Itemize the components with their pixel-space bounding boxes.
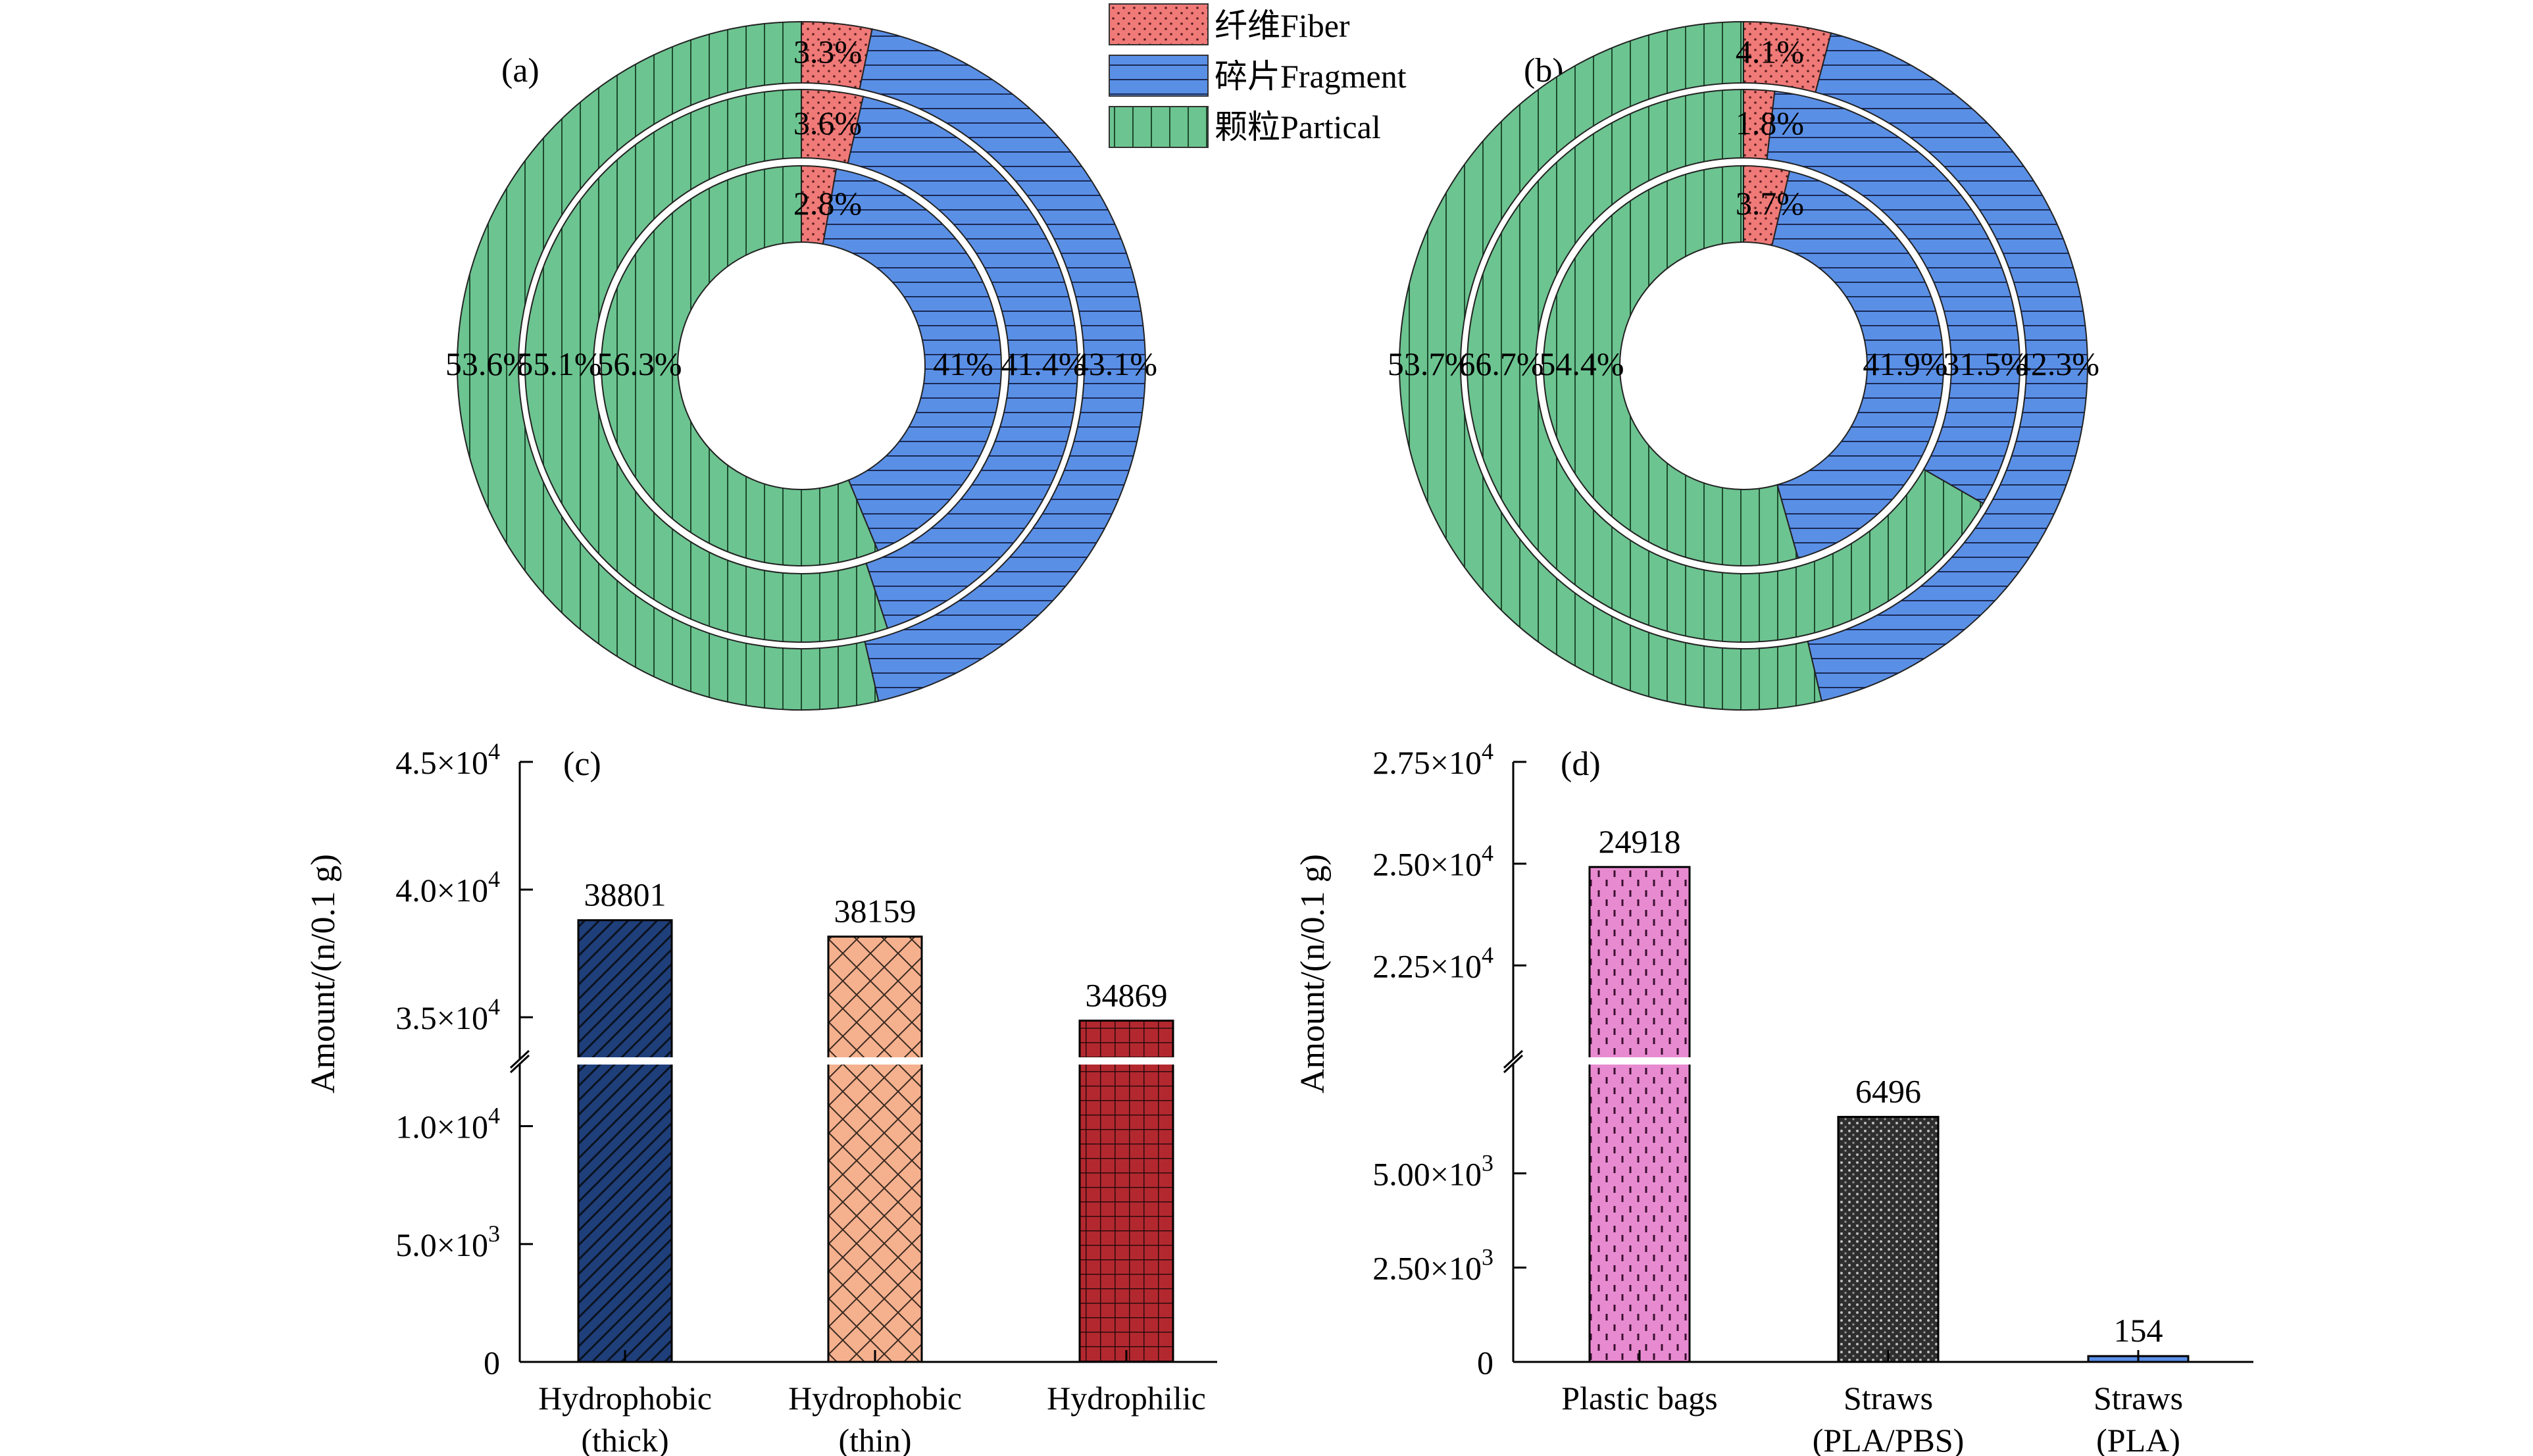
legend-swatch-partical [1109,106,1209,148]
donut-a-middle-slice-partical [524,88,889,643]
bar-c-0 [577,919,673,1363]
x-tick-label-d-1-1: (PLA/PBS) [1813,1422,1965,1456]
donut-a-outer-label-partical: 53.6% [445,345,530,382]
bar-d-1 [1837,1116,1940,1363]
x-tick-label-c-1-1: (thin) [838,1422,911,1456]
legend-label-fiber: 纤维Fiber [1215,7,1350,44]
donut-a-middle-label-fragment: 41.4% [1001,345,1086,382]
bar-c-2 [1078,1019,1174,1363]
panel-c: (c) Amount/(n/0.1 g) 0 5.0×103 1.0×104 3.5×… [305,738,1217,1456]
donut-b-outer-slice-partical [1399,20,1822,711]
donut-b-middle-slice-partical [1467,88,1984,643]
bar-value-label-d-0: 24918 [1599,823,1681,860]
panel-b: (b) 4.1%42.3%53.7%1.8%31.5%66.7%3.7%41.9… [1388,20,2099,711]
bar-value-label-c-0: 38801 [584,876,666,913]
donut-a-inner-label-partical: 56.3% [597,345,682,382]
donut-b-outer-label-fiber: 4.1% [1736,34,1804,70]
axis-break-mark-bottom-c [509,1054,530,1074]
y-axis-label-c: Amount/(n/0.1 g) [305,854,342,1093]
y-tick-label-d-5: 2.75×104 [1372,738,1493,781]
panel-a: (a) 3.3% 43.1% 53.6% 3.6% 41.4% 55.1% 2.8% 41% 5… [445,20,1157,711]
y-tick-label-d-1: 2.50×103 [1372,1244,1493,1287]
bar-c-1 [827,936,923,1363]
axis-break-mark-top-c [509,1049,530,1069]
donut-b-outer-label-partical: 53.7% [1388,345,1472,382]
y-tick-label-c-3: 3.5×104 [395,993,500,1036]
bar-value-label-d-1: 6496 [1855,1073,1921,1110]
donut-a-outer-label-fragment: 43.1% [1072,345,1157,382]
bar-d-0 [1588,866,1691,1363]
y-tick-label-d-2: 5.00×103 [1372,1149,1493,1192]
donut-a-inner-label-fragment: 41% [933,345,993,382]
x-tick-label-c-0-0: Hydrophobic [538,1380,712,1417]
y-tick-label-d-3: 2.25×104 [1372,941,1493,984]
y-tick-label-c-1: 5.0×103 [395,1220,500,1263]
legend-label-partical: 颗粒Partical [1215,109,1381,145]
x-tick-label-d-2-0: Straws [2094,1380,2183,1417]
y-axis-label-d: Amount/(n/0.1 g) [1294,854,1332,1093]
legend-label-fragment: 碎片Fragment [1215,58,1407,95]
donut-b-outer-label-fragment: 42.3% [2015,345,2099,382]
panel-label-d: (d) [1561,745,1601,783]
bar-break-gap-c-1 [826,1057,924,1065]
donut-chart-b: 4.1% 42.3% 53.7% 1.8% 31.5% 66.7% 3.7% 41.9% 54.… [1388,20,2099,711]
donut-a-inner-slice-partical [601,164,879,566]
donut-a-outer-label-fiber: 3.3% [793,34,862,70]
panel-d: (d) Amount/(n/0.1 g) 0 2.50×103 5.00×103 2.… [1294,738,2253,1456]
donut-a-inner-label-fiber: 2.8% [793,185,862,222]
bar-value-label-c-2: 34869 [1086,976,1168,1013]
bar-value-label-d-2: 154 [2114,1312,2163,1349]
donut-b-outer-slice-fragment [1807,32,2088,702]
y-tick-label-c-0: 0 [484,1344,500,1381]
donut-b-middle-slice-fragment [1766,90,2020,505]
bar-chart-c: 0 5.0×103 1.0×104 3.5×104 4.0×104 4.5×104 3880… [395,738,1217,1456]
bar-break-gap-c-2 [1077,1057,1176,1065]
donut-a-outer-slice-partical [457,20,880,711]
x-tick-label-d-1-0: Straws [1843,1380,1933,1417]
y-tick-label-c-4: 4.0×104 [395,866,500,909]
legend: 纤维Fiber 碎片Fragment 颗粒Partical [1109,3,1407,148]
donut-a-middle-label-fiber: 3.6% [793,105,862,141]
donut-a-inner-slice-fragment [822,168,1002,552]
donut-b-inner-label-fragment: 41.9% [1863,345,1947,382]
donut-b-inner-slice-partical [1543,164,1799,566]
panel-label-c: (c) [563,745,601,783]
panel-label-a: (a) [501,52,539,89]
y-tick-label-c-2: 1.0×104 [395,1103,500,1145]
bar-value-label-c-1: 38159 [834,893,916,930]
donut-b-inner-label-partical: 54.4% [1539,345,1624,382]
x-tick-label-c-0-1: (thick) [581,1422,668,1456]
x-tick-label-c-1-0: Hydrophobic [788,1380,962,1417]
donut-a-outer-slice-fragment [859,28,1146,702]
donut-a-middle-slice-fragment [847,95,1078,630]
axis-break-mark-bottom-d [1503,1054,1524,1074]
donut-b-middle-label-partical: 66.7% [1459,345,1543,382]
y-tick-label-d-0: 0 [1477,1344,1493,1381]
y-tick-label-d-4: 2.50×104 [1372,840,1493,883]
x-tick-label-d-0-0: Plastic bags [1561,1380,1717,1417]
bar-break-gap-c-0 [576,1057,674,1065]
donut-b-middle-label-fiber: 1.8% [1736,105,1804,141]
donut-b-inner-slice-fragment [1771,170,1944,559]
y-tick-label-c-5: 4.5×104 [395,738,500,781]
donut-a-middle-label-partical: 55.1% [516,345,601,382]
x-tick-label-c-2-0: Hydrophilic [1047,1380,1206,1417]
bar-chart-d: 0 2.50×103 5.00×103 2.25×104 2.50×104 2.75×10… [1372,738,2253,1456]
donut-b-middle-label-fragment: 31.5% [1943,345,2028,382]
legend-swatch-fiber [1109,3,1209,45]
x-tick-label-d-2-1: (PLA) [2096,1422,2180,1456]
donut-chart-a: 3.3% 43.1% 53.6% 3.6% 41.4% 55.1% 2.8% 41% 56.3% [445,20,1157,711]
axis-break-mark-top-d [1503,1049,1524,1069]
donut-b-inner-label-fiber: 3.7% [1736,185,1804,222]
legend-swatch-fragment [1109,55,1209,97]
bar-break-gap-d-0 [1587,1057,1692,1065]
